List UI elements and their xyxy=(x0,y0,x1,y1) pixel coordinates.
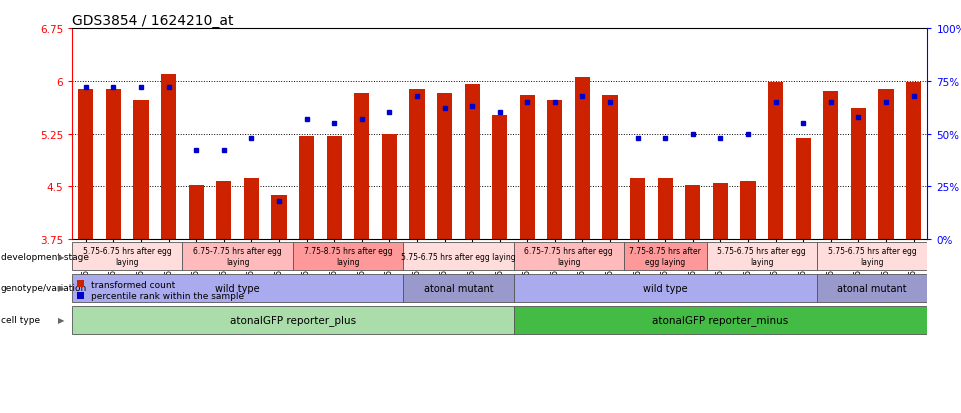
Bar xyxy=(630,178,645,240)
Bar xyxy=(817,242,927,271)
Bar xyxy=(437,94,452,240)
Bar xyxy=(817,274,927,303)
Bar xyxy=(740,181,755,240)
Text: wild type: wild type xyxy=(215,283,259,293)
Text: cell type: cell type xyxy=(1,316,40,325)
Bar xyxy=(548,101,562,240)
Text: 7.75-8.75 hrs after
egg laying: 7.75-8.75 hrs after egg laying xyxy=(629,247,702,266)
Bar xyxy=(513,306,927,335)
Text: 5.75-6.75 hrs after egg
laying: 5.75-6.75 hrs after egg laying xyxy=(83,247,172,266)
Bar xyxy=(768,83,783,240)
Text: atonalGFP reporter_minus: atonalGFP reporter_minus xyxy=(653,315,789,325)
Bar xyxy=(520,96,535,240)
Text: genotype/variation: genotype/variation xyxy=(1,284,87,293)
Text: atonalGFP reporter_plus: atonalGFP reporter_plus xyxy=(230,315,356,325)
Bar xyxy=(404,242,513,271)
Text: 5.75-6.75 hrs after egg
laying: 5.75-6.75 hrs after egg laying xyxy=(827,247,917,266)
Bar xyxy=(106,90,121,240)
Text: 6.75-7.75 hrs after egg
laying: 6.75-7.75 hrs after egg laying xyxy=(193,247,282,266)
Bar xyxy=(513,242,624,271)
Text: ▶: ▶ xyxy=(58,316,64,325)
Text: 6.75-7.75 hrs after egg
laying: 6.75-7.75 hrs after egg laying xyxy=(525,247,613,266)
Text: 7.75-8.75 hrs after egg
laying: 7.75-8.75 hrs after egg laying xyxy=(304,247,392,266)
Text: GDS3854 / 1624210_at: GDS3854 / 1624210_at xyxy=(72,14,234,28)
Bar xyxy=(271,195,286,240)
Bar xyxy=(824,92,838,240)
Bar xyxy=(878,90,894,240)
Text: wild type: wild type xyxy=(643,283,687,293)
Bar xyxy=(404,274,513,303)
Bar xyxy=(492,115,507,240)
Bar xyxy=(293,242,404,271)
Bar xyxy=(382,134,397,240)
Bar xyxy=(850,108,866,240)
Bar xyxy=(72,274,404,303)
Text: 5.75-6.75 hrs after egg laying: 5.75-6.75 hrs after egg laying xyxy=(401,252,516,261)
Bar xyxy=(603,96,618,240)
Bar xyxy=(244,178,259,240)
Bar xyxy=(327,136,342,240)
Bar xyxy=(78,90,93,240)
Bar xyxy=(657,178,673,240)
Bar xyxy=(188,185,204,240)
Bar xyxy=(355,94,369,240)
Bar xyxy=(796,139,811,240)
Bar xyxy=(72,306,513,335)
Text: development stage: development stage xyxy=(1,252,89,261)
Bar xyxy=(299,136,314,240)
Text: atonal mutant: atonal mutant xyxy=(837,283,907,293)
Bar xyxy=(161,75,176,240)
Bar xyxy=(513,274,817,303)
Text: ▶: ▶ xyxy=(58,252,64,261)
Text: 5.75-6.75 hrs after egg
laying: 5.75-6.75 hrs after egg laying xyxy=(718,247,806,266)
Bar xyxy=(624,242,706,271)
Bar xyxy=(216,181,232,240)
Bar xyxy=(409,90,425,240)
Legend: transformed count, percentile rank within the sample: transformed count, percentile rank withi… xyxy=(77,280,244,301)
Bar xyxy=(575,78,590,240)
Bar xyxy=(706,242,817,271)
Bar xyxy=(685,185,701,240)
Text: ▶: ▶ xyxy=(58,284,64,293)
Bar xyxy=(72,242,183,271)
Bar xyxy=(183,242,293,271)
Text: atonal mutant: atonal mutant xyxy=(424,283,493,293)
Bar xyxy=(906,83,922,240)
Bar xyxy=(464,85,480,240)
Bar xyxy=(134,101,149,240)
Bar xyxy=(713,183,728,240)
